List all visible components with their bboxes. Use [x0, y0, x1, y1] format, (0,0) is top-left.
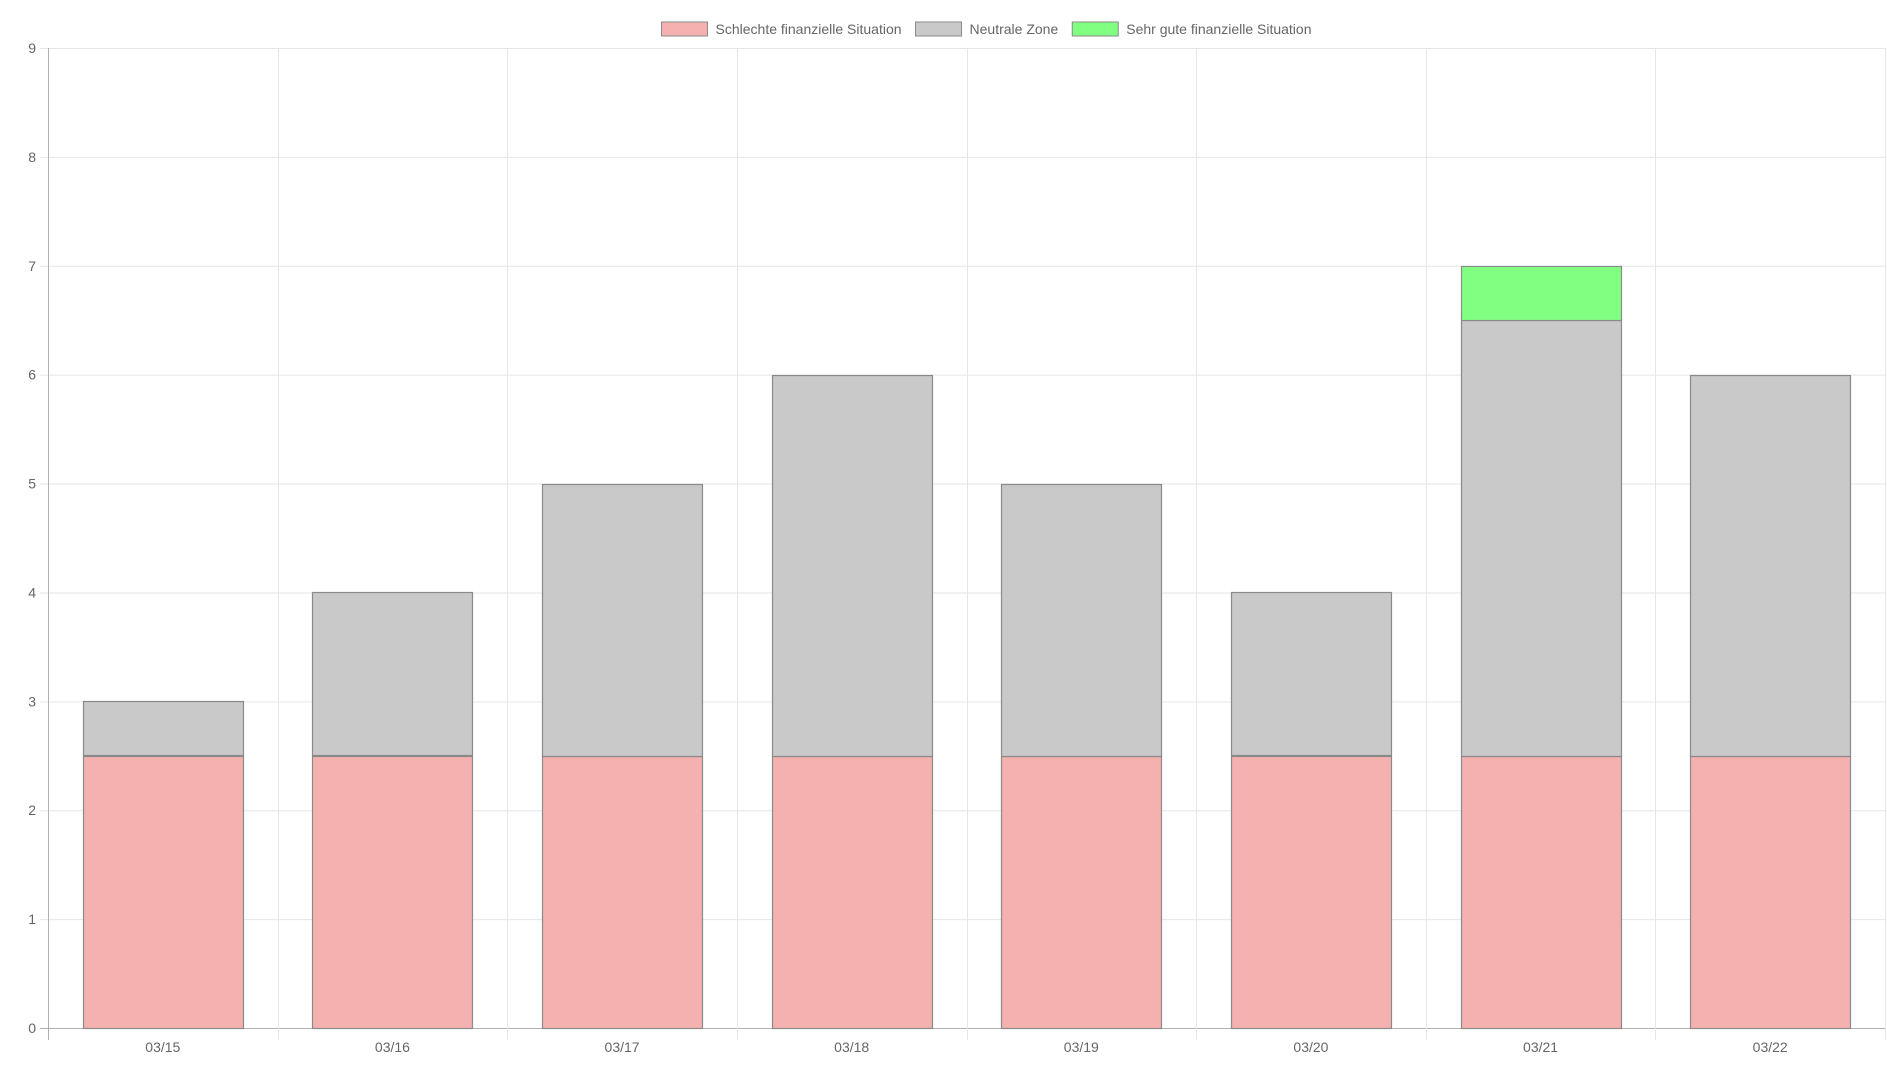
x-tick-label: 03/19 [1064, 1039, 1099, 1055]
y-tick-label: 9 [28, 40, 36, 56]
bar-segment[interactable] [541, 483, 704, 758]
x-tick-label: 03/18 [834, 1039, 869, 1055]
axis-layer: 0 1 2 3 4 5 6 7 8 9 03/15 03/16 03/17 03/18 03/19 03/20… [28, 40, 1788, 1055]
bar-segment[interactable] [311, 591, 474, 757]
y-tick-label: 0 [28, 1020, 36, 1036]
y-tick-label: 5 [28, 476, 36, 492]
bar-segment[interactable] [82, 700, 245, 757]
legend-swatch[interactable] [1071, 21, 1119, 37]
y-tick-label: 8 [28, 149, 36, 165]
legend-swatch[interactable] [661, 21, 709, 37]
bar-segment[interactable] [1000, 755, 1163, 1030]
bar-segment[interactable] [82, 755, 245, 1030]
x-tick-label: 03/17 [605, 1039, 640, 1055]
y-tick-label: 6 [28, 367, 36, 383]
bar-segment[interactable] [1689, 374, 1852, 758]
bar-segment[interactable] [541, 755, 704, 1030]
x-tick-label: 03/22 [1753, 1039, 1788, 1055]
bar-segment[interactable] [1460, 265, 1623, 322]
bars-layer [82, 265, 1852, 1030]
bar-segment[interactable] [1460, 755, 1623, 1030]
legend-label[interactable]: Sehr gute finanzielle Situation [1126, 21, 1311, 37]
x-tick-label: 03/20 [1293, 1039, 1328, 1055]
y-tick-label: 2 [28, 802, 36, 818]
legend-label[interactable]: Schlechte finanzielle Situation [716, 21, 902, 37]
bar-segment[interactable] [311, 755, 474, 1030]
legend-label[interactable]: Neutrale Zone [970, 21, 1059, 37]
bar-segment[interactable] [1460, 319, 1623, 758]
y-tick-label: 1 [28, 911, 36, 927]
bar-segment[interactable] [1230, 591, 1393, 757]
legend[interactable]: Schlechte finanzielle Situation Neutrale … [661, 21, 1312, 37]
bar-segment[interactable] [1230, 755, 1393, 1030]
y-tick-label: 7 [28, 258, 36, 274]
bar-segment[interactable] [1000, 483, 1163, 758]
bar-segment[interactable] [1689, 755, 1852, 1030]
x-tick-label: 03/16 [375, 1039, 410, 1055]
grid-layer [40, 48, 1886, 1040]
y-tick-label: 4 [28, 584, 36, 600]
y-tick-label: 3 [28, 693, 36, 709]
legend-swatch[interactable] [915, 21, 963, 37]
x-tick-label: 03/15 [145, 1039, 180, 1055]
x-tick-label: 03/21 [1523, 1039, 1558, 1055]
bar-segment[interactable] [771, 755, 934, 1030]
bar-segment[interactable] [771, 374, 934, 758]
